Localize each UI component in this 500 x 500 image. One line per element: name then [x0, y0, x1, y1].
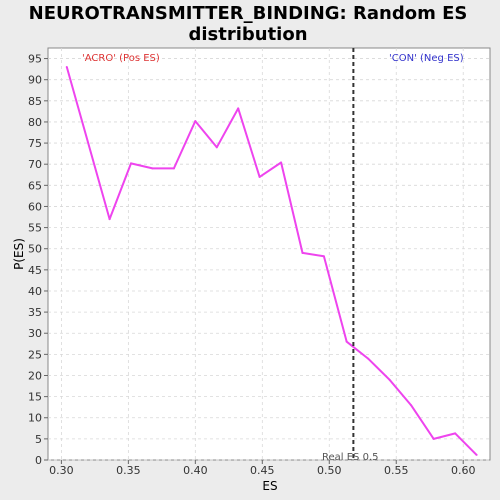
plot-area	[47, 47, 491, 461]
data-point	[258, 175, 261, 178]
y-tick-label: 85	[28, 95, 42, 108]
data-point	[322, 255, 325, 258]
y-tick-label: 90	[28, 74, 42, 87]
x-tick-label: 0.30	[49, 464, 74, 477]
y-tick-label: 40	[28, 285, 42, 298]
y-tick-label: 20	[28, 369, 42, 382]
x-tick-label: 0.50	[317, 464, 342, 477]
y-tick-label: 70	[28, 158, 42, 171]
data-point	[215, 146, 218, 149]
acro-pos-es-label: 'ACRO' (Pos ES)	[82, 53, 160, 64]
y-axis-label: P(ES)	[12, 238, 26, 270]
data-point	[130, 162, 133, 165]
data-point	[388, 378, 391, 381]
y-tick-label: 25	[28, 348, 42, 361]
y-tick-label: 65	[28, 179, 42, 192]
y-tick-label: 75	[28, 137, 42, 150]
y-tick-label: 30	[28, 327, 42, 340]
y-tick-label: 5	[35, 433, 42, 446]
data-point	[301, 251, 304, 254]
y-axis: 0 5 10 15 20 25 30 35 40 45 50 55 60 65 70 75 80 85 90 95	[28, 53, 48, 467]
x-tick-label: 0.55	[384, 464, 409, 477]
x-tick-label: 0.35	[116, 464, 141, 477]
data-point	[65, 66, 68, 69]
y-tick-label: 50	[28, 243, 42, 256]
y-tick-label: 95	[28, 53, 42, 66]
x-tick-label: 0.60	[451, 464, 476, 477]
y-tick-label: 15	[28, 391, 42, 404]
data-point	[409, 404, 412, 407]
data-point	[172, 167, 175, 170]
y-tick-label: 35	[28, 306, 42, 319]
data-point	[367, 357, 370, 360]
data-point	[475, 453, 478, 456]
x-tick-label: 0.40	[183, 464, 208, 477]
data-point	[432, 437, 435, 440]
x-tick-label: 0.45	[250, 464, 275, 477]
data-point	[345, 340, 348, 343]
chart-title-line-1: NEUROTRANSMITTER_BINDING: Random ES	[29, 3, 468, 24]
data-point	[237, 107, 240, 110]
x-axis: 0.30 0.35 0.40 0.45 0.50 0.55 0.60	[49, 460, 475, 477]
x-axis-label: ES	[262, 479, 277, 493]
data-point	[280, 161, 283, 164]
chart-title-line-2: distribution	[188, 24, 307, 45]
y-tick-label: 10	[28, 412, 42, 425]
data-point	[108, 218, 111, 221]
data-point	[454, 432, 457, 435]
grid	[48, 48, 490, 461]
data-point	[151, 167, 154, 170]
y-tick-label: 45	[28, 264, 42, 277]
y-tick-label: 60	[28, 200, 42, 213]
data-point	[194, 120, 197, 123]
y-tick-label: 80	[28, 116, 42, 129]
y-tick-label: 55	[28, 222, 42, 235]
con-neg-es-label: 'CON' (Neg ES)	[389, 53, 464, 64]
y-tick-label: 0	[35, 454, 42, 467]
series-layer	[65, 66, 478, 456]
real-es-label: Real ES 0.5	[322, 452, 378, 463]
